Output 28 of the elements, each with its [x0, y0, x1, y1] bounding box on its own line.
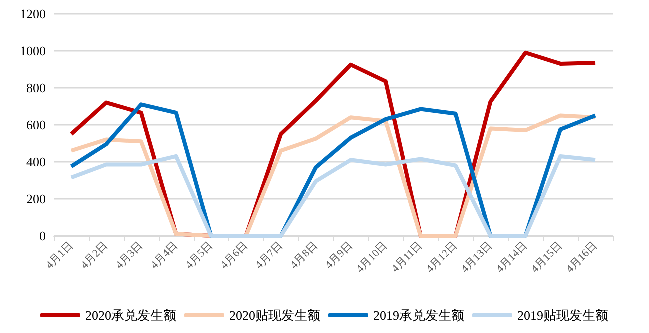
x-tick-label: 4月4日 — [148, 240, 181, 272]
x-tick-label: 4月6日 — [218, 240, 250, 272]
legend-label: 2020贴现发生额 — [230, 308, 320, 323]
legend-label: 2019贴现发生额 — [518, 308, 608, 323]
x-tick-label: 4月1日 — [44, 240, 76, 272]
legend-label: 2019承兑发生额 — [374, 308, 464, 323]
y-tick-label: 600 — [26, 118, 46, 132]
legend-label: 2020承兑发生额 — [86, 308, 176, 323]
x-tick-label: 4月15日 — [529, 240, 565, 276]
x-tick-label: 4月7日 — [254, 240, 286, 272]
x-tick-label: 4月10日 — [354, 240, 390, 276]
x-tick-label: 4月12日 — [424, 240, 460, 276]
x-tick-label: 4月8日 — [288, 240, 320, 272]
y-tick-label: 200 — [26, 192, 46, 206]
x-tick-label: 4月13日 — [459, 240, 495, 276]
x-tick-label: 4月14日 — [494, 240, 530, 276]
y-tick-label: 1000 — [20, 44, 46, 58]
y-tick-label: 400 — [26, 154, 46, 170]
x-tick-label: 4月9日 — [323, 240, 356, 272]
x-tick-label: 4月2日 — [78, 240, 111, 272]
line-series — [69, 154, 598, 238]
x-tick-label: 4月3日 — [114, 240, 146, 272]
x-tick-label: 4月11日 — [390, 240, 426, 276]
y-tick-label: 0 — [40, 228, 46, 244]
y-tick-label: 1200 — [20, 6, 46, 22]
y-tick-label: 800 — [26, 80, 46, 96]
x-tick-label: 4月5日 — [184, 240, 216, 272]
x-tick-label: 4月16日 — [564, 240, 600, 276]
